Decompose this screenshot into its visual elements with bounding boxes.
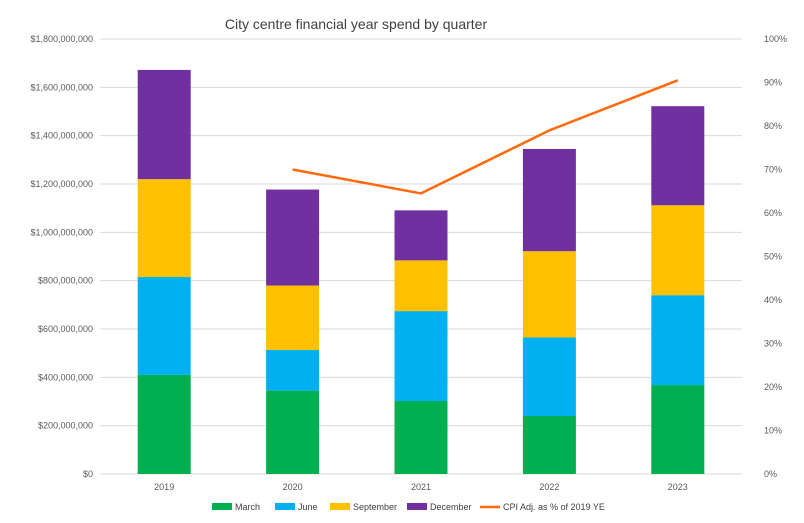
left-axis-tick-label: $1,600,000,000 xyxy=(30,82,93,92)
legend: March June September December CPI Adj. as % … xyxy=(212,502,605,512)
bar-december-2022 xyxy=(522,148,576,252)
legend-label: December xyxy=(430,502,472,512)
legend-item: CPI Adj. as % of 2019 YE xyxy=(480,502,605,512)
left-axis-tick-label: $400,000,000 xyxy=(38,372,93,382)
legend-swatch xyxy=(407,503,427,510)
bar-december-2023 xyxy=(651,106,705,206)
right-axis-ticks: 0% 10% 20% 30% 40% 50% 60% 70% 80% 90% 100% xyxy=(764,34,787,479)
right-axis-tick-label: 90% xyxy=(764,78,782,88)
bar-stacks xyxy=(137,69,705,474)
legend-label: September xyxy=(353,502,397,512)
bar-june-2023 xyxy=(651,295,705,386)
legend-label: June xyxy=(298,502,318,512)
left-axis-tick-label: $1,200,000,000 xyxy=(30,179,93,189)
right-axis-tick-label: 100% xyxy=(764,34,787,44)
bar-september-2020 xyxy=(266,285,320,351)
bar-september-2021 xyxy=(394,260,448,312)
left-axis-tick-label: $0 xyxy=(83,469,93,479)
legend-swatch xyxy=(212,503,232,510)
bar-march-2020 xyxy=(266,390,320,474)
bar-december-2020 xyxy=(266,189,320,286)
bar-december-2019 xyxy=(137,69,191,180)
bar-june-2020 xyxy=(266,350,320,391)
x-axis-ticks: 2019 2020 2021 2022 2023 xyxy=(154,482,688,492)
bar-march-2023 xyxy=(651,385,705,474)
left-axis-tick-label: $1,800,000,000 xyxy=(30,34,93,44)
bar-september-2019 xyxy=(137,179,191,278)
legend-swatch xyxy=(275,503,295,510)
x-axis-tick-label: 2023 xyxy=(668,482,688,492)
legend-swatch xyxy=(330,503,350,510)
bar-september-2022 xyxy=(522,251,576,338)
left-axis-tick-label: $200,000,000 xyxy=(38,421,93,431)
right-axis-tick-label: 30% xyxy=(764,339,782,349)
x-axis-tick-label: 2022 xyxy=(539,482,559,492)
right-axis-tick-label: 80% xyxy=(764,121,782,131)
x-axis-tick-label: 2020 xyxy=(283,482,303,492)
chart-title: City centre financial year spend by quar… xyxy=(225,16,488,32)
legend-item: March xyxy=(212,502,260,512)
bar-september-2023 xyxy=(651,205,705,296)
left-axis-tick-label: $600,000,000 xyxy=(38,324,93,334)
left-axis-ticks: $0 $200,000,000 $400,000,000 $600,000,000 $8… xyxy=(30,34,93,479)
bar-june-2022 xyxy=(522,337,576,416)
bar-june-2019 xyxy=(137,277,191,375)
left-axis-tick-label: $1,000,000,000 xyxy=(30,227,93,237)
right-axis-tick-label: 20% xyxy=(764,382,782,392)
bar-june-2021 xyxy=(394,311,448,402)
cpi-line-path xyxy=(292,79,679,195)
right-axis-tick-label: 50% xyxy=(764,252,782,262)
cpi-line xyxy=(292,79,679,195)
right-axis-tick-label: 70% xyxy=(764,165,782,175)
x-axis-tick-label: 2021 xyxy=(411,482,431,492)
left-axis-tick-label: $1,400,000,000 xyxy=(30,131,93,141)
bar-december-2021 xyxy=(394,210,448,261)
x-axis-tick-label: 2019 xyxy=(154,482,174,492)
right-axis-tick-label: 40% xyxy=(764,295,782,305)
right-axis-tick-label: 60% xyxy=(764,208,782,218)
legend-label: CPI Adj. as % of 2019 YE xyxy=(503,502,605,512)
right-axis-tick-label: 10% xyxy=(764,426,782,436)
legend-item: December xyxy=(407,502,472,512)
bar-march-2022 xyxy=(522,416,576,474)
right-axis-tick-label: 0% xyxy=(764,469,777,479)
bar-march-2021 xyxy=(394,401,448,474)
left-axis-tick-label: $800,000,000 xyxy=(38,276,93,286)
legend-item: September xyxy=(330,502,397,512)
legend-item: June xyxy=(275,502,318,512)
legend-label: March xyxy=(235,502,260,512)
bar-march-2019 xyxy=(137,374,191,474)
